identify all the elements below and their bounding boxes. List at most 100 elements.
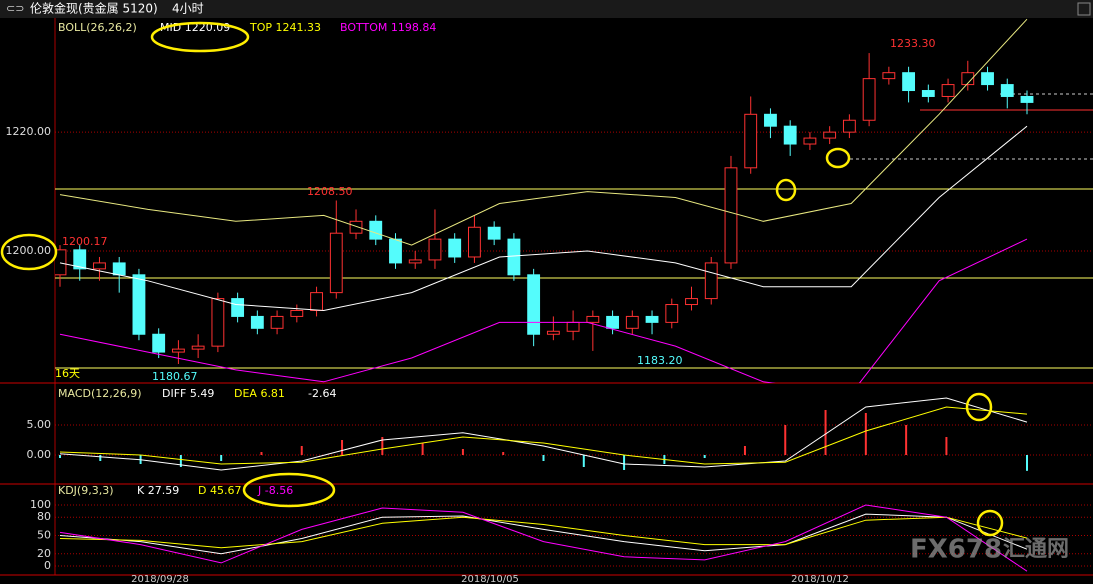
candle-body <box>270 315 284 329</box>
indicator-line <box>59 18 1028 246</box>
legend-item: -2.64 <box>308 387 336 400</box>
candle-body <box>349 220 363 234</box>
back-icon[interactable]: ⊂⊃ <box>6 2 24 15</box>
circle <box>825 147 851 169</box>
candle-body <box>171 348 185 353</box>
candle-body <box>290 309 304 317</box>
candle-body <box>507 238 521 276</box>
y-tick-label: 5.00 <box>27 418 52 431</box>
price-annotation: 16天 <box>55 367 80 380</box>
legend-item: BOLL(26,26,2) <box>58 21 137 34</box>
y-tick-label: 0.00 <box>27 448 52 461</box>
candle-body <box>783 125 797 145</box>
candle-body <box>645 315 659 323</box>
candle-body <box>487 226 501 240</box>
candle-body <box>606 315 619 329</box>
candle-body <box>527 274 541 335</box>
panel <box>55 504 1093 572</box>
indicator-line <box>59 504 1028 572</box>
candle-body <box>389 238 402 264</box>
y-tick-label: 1220.00 <box>6 125 52 138</box>
candle-body <box>468 226 481 258</box>
circle <box>242 472 336 508</box>
candle-body <box>152 333 166 353</box>
indicator-line <box>59 513 1028 555</box>
price-annotation: 1183.20 <box>637 354 683 367</box>
indicator-line <box>59 125 1028 312</box>
candle-body <box>448 238 462 258</box>
price-annotation: 1208.50 <box>307 185 353 198</box>
price-annotation: 1233.30 <box>890 37 936 50</box>
window-button[interactable] <box>1077 2 1091 16</box>
candle-body <box>329 232 343 294</box>
candle-body <box>941 84 955 97</box>
y-tick-label: 0 <box>44 559 51 572</box>
candle-body <box>1000 84 1014 97</box>
period[interactable]: 4小时 <box>172 2 204 16</box>
y-tick-label: 50 <box>37 528 51 541</box>
circle <box>0 233 58 271</box>
panel <box>55 18 1093 383</box>
legend-item: TOP 1241.33 <box>249 21 321 34</box>
candle-body <box>231 298 245 317</box>
indicator-line <box>59 397 1028 471</box>
legend-item: K 27.59 <box>137 484 179 497</box>
watermark: FX678 <box>910 535 1002 565</box>
candle-body <box>862 78 876 121</box>
candle-body <box>93 262 106 270</box>
candle-body <box>921 90 935 97</box>
legend-item: KDJ(9,3,3) <box>58 484 114 497</box>
highlight-circles <box>0 21 1004 537</box>
indicator-line <box>59 406 1028 465</box>
circle <box>976 509 1004 537</box>
candle-body <box>55 249 67 276</box>
candle-body <box>704 262 718 300</box>
candle-body <box>369 220 383 240</box>
price-annotation: 1180.67 <box>152 370 198 383</box>
circle <box>965 392 993 422</box>
legend-item: J -8.56 <box>257 484 293 497</box>
candle-body <box>250 315 264 329</box>
y-tick-label: 100 <box>30 498 51 511</box>
candle-body <box>408 259 422 264</box>
x-tick-label: 2018/10/05 <box>461 574 519 584</box>
candle-body <box>112 262 126 276</box>
candle-body <box>803 137 817 145</box>
y-tick-label: 1200.00 <box>6 244 52 257</box>
x-tick-label: 2018/10/12 <box>791 574 849 584</box>
circle <box>150 21 250 53</box>
candle-body <box>685 298 698 306</box>
window-title: 伦敦金现(贵金属 5120) <box>30 1 158 16</box>
candle-body <box>981 72 994 86</box>
candle-body <box>211 298 225 347</box>
y-tick-label: 80 <box>37 510 51 523</box>
candle-body <box>961 72 975 86</box>
candle-body <box>823 131 837 139</box>
candle-body <box>73 249 87 270</box>
indicator-line <box>59 516 1028 549</box>
title-bar <box>0 0 1093 18</box>
price-annotation: 1200.17 <box>62 235 108 248</box>
candle-body <box>724 167 738 264</box>
indicator-line <box>59 238 1028 383</box>
legend-item: MACD(12,26,9) <box>58 387 142 400</box>
candle-body <box>744 113 758 169</box>
legend-item: BOTTOM 1198.84 <box>340 21 436 34</box>
candle-body <box>1020 95 1034 103</box>
panel <box>55 397 1093 471</box>
legend-item: DEA 6.81 <box>234 387 285 400</box>
candle-body <box>428 238 442 261</box>
candle-body <box>191 345 205 350</box>
candle-body <box>882 72 896 80</box>
x-tick-label: 2018/09/28 <box>131 574 189 584</box>
circle <box>775 178 797 202</box>
y-tick-label: 20 <box>37 547 51 560</box>
watermark: 汇通网 <box>1003 537 1069 562</box>
candle-body <box>902 72 916 92</box>
candle-body <box>132 274 146 335</box>
candle-body <box>625 315 639 329</box>
candle-body <box>546 330 560 335</box>
